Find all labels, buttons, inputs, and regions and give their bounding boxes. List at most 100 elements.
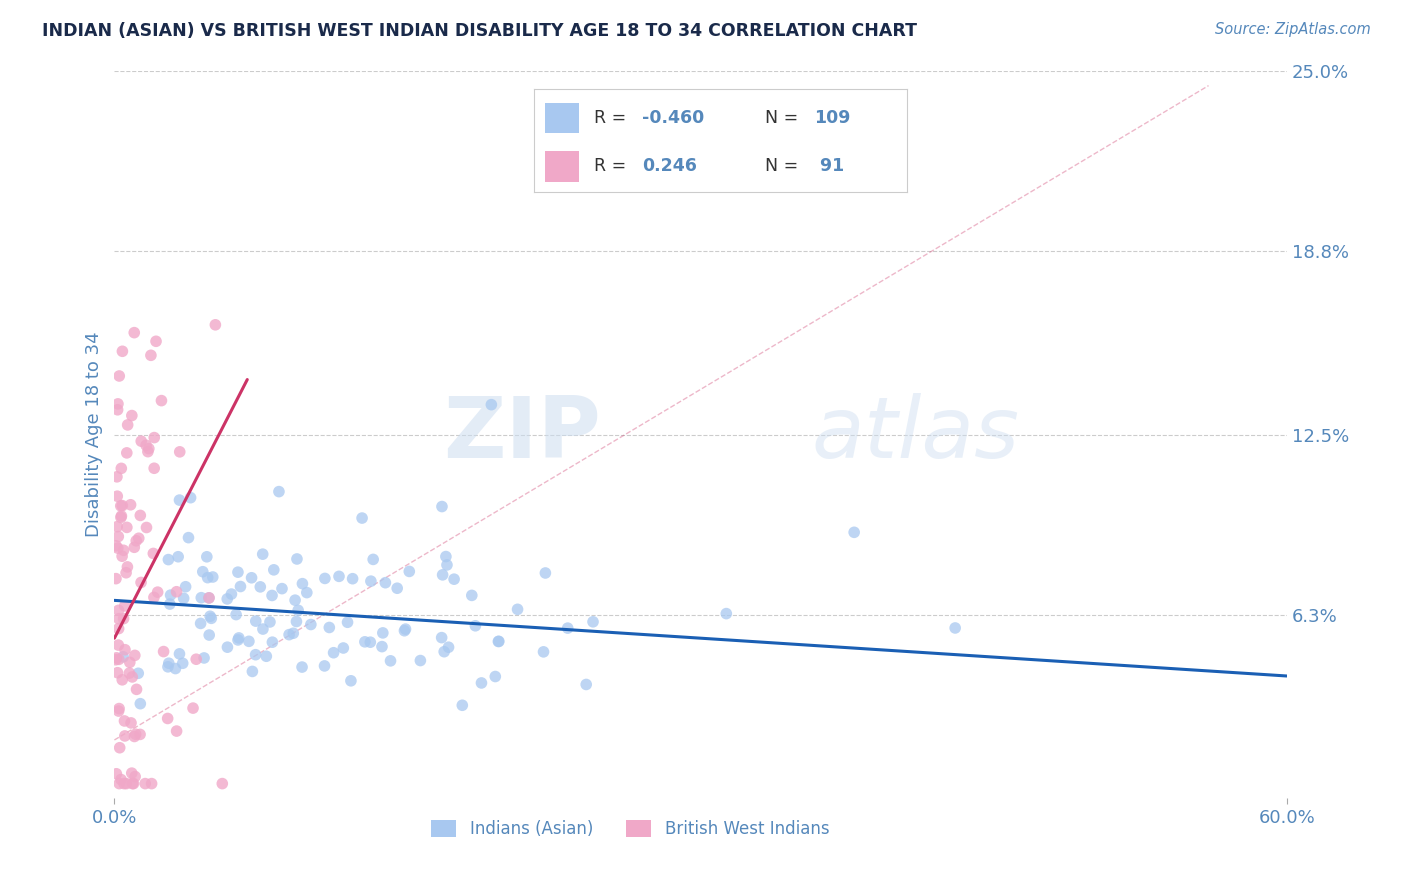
Point — [229, 580, 252, 594]
Text: 0.246: 0.246 — [643, 157, 697, 175]
Point — [159, 597, 181, 611]
Point — [252, 547, 274, 561]
Point — [105, 650, 128, 665]
Point — [385, 581, 408, 595]
Point — [129, 434, 152, 449]
Point — [287, 603, 309, 617]
Point — [124, 770, 146, 784]
Point — [108, 776, 131, 790]
Point — [143, 461, 166, 475]
Point — [156, 711, 179, 725]
Point — [169, 445, 191, 459]
Point — [228, 631, 250, 645]
Point — [141, 776, 163, 790]
Point — [226, 632, 249, 647]
Point — [124, 727, 146, 741]
Point — [238, 634, 260, 648]
Point — [105, 539, 128, 553]
Point — [125, 682, 148, 697]
Point — [195, 549, 218, 564]
Point — [371, 626, 394, 640]
Text: -0.460: -0.460 — [643, 109, 704, 127]
Text: R =: R = — [593, 109, 631, 127]
Point — [314, 571, 336, 585]
Legend: Indians (Asian), British West Indians: Indians (Asian), British West Indians — [425, 813, 837, 845]
Point — [533, 645, 555, 659]
Point — [108, 701, 131, 715]
Point — [135, 438, 157, 452]
Point — [156, 660, 179, 674]
Point — [470, 676, 492, 690]
Point — [488, 634, 510, 648]
Point — [124, 541, 146, 555]
Point — [114, 642, 136, 657]
Point — [142, 546, 165, 560]
Point — [114, 599, 136, 613]
Point — [110, 499, 132, 513]
Point — [181, 701, 204, 715]
Point — [252, 622, 274, 636]
Point — [159, 588, 181, 602]
Point — [111, 549, 134, 564]
Point — [430, 500, 453, 514]
Point — [169, 493, 191, 508]
Point — [150, 393, 173, 408]
Point — [354, 635, 377, 649]
Text: 109: 109 — [814, 109, 851, 127]
Point — [110, 508, 132, 523]
Point — [142, 591, 165, 605]
Point — [267, 484, 290, 499]
Point — [105, 766, 128, 780]
Point — [114, 714, 136, 728]
Point — [430, 631, 453, 645]
Point — [198, 591, 221, 605]
Point — [342, 572, 364, 586]
Point — [198, 609, 221, 624]
Point — [169, 647, 191, 661]
Point — [110, 772, 132, 787]
Point — [479, 398, 502, 412]
Point — [200, 611, 222, 625]
Point — [157, 657, 180, 671]
Point — [146, 585, 169, 599]
Point — [260, 589, 283, 603]
Point — [124, 648, 146, 663]
Point — [285, 615, 308, 629]
Point — [115, 446, 138, 460]
Point — [174, 580, 197, 594]
Point — [283, 626, 305, 640]
Point — [221, 587, 243, 601]
Point — [121, 409, 143, 423]
Point — [259, 615, 281, 629]
Point — [314, 659, 336, 673]
Y-axis label: Disability Age 18 to 34: Disability Age 18 to 34 — [86, 332, 103, 537]
Point — [263, 563, 285, 577]
Point — [322, 646, 344, 660]
Point — [114, 729, 136, 743]
Point — [186, 652, 208, 666]
Point — [254, 649, 277, 664]
Point — [352, 511, 374, 525]
Point — [285, 552, 308, 566]
Point — [486, 634, 509, 648]
Point — [409, 654, 432, 668]
Point — [451, 698, 474, 713]
Point — [211, 776, 233, 790]
Point — [117, 560, 139, 574]
Point — [193, 651, 215, 665]
Point — [249, 580, 271, 594]
Point — [122, 326, 145, 340]
Point — [374, 575, 396, 590]
Text: 91: 91 — [814, 157, 844, 175]
Point — [582, 615, 605, 629]
Point — [360, 574, 382, 589]
Point — [129, 727, 152, 741]
Point — [110, 461, 132, 475]
Point — [115, 566, 138, 580]
Point — [136, 444, 159, 458]
Point — [111, 499, 134, 513]
Point — [432, 567, 454, 582]
Point — [110, 510, 132, 524]
Point — [371, 640, 394, 654]
Point — [117, 417, 139, 432]
